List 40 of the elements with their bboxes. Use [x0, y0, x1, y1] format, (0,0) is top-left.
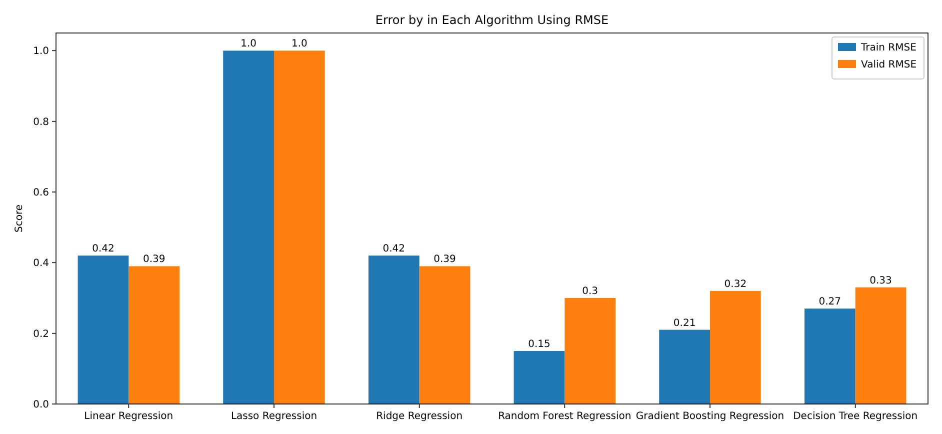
bar	[710, 290, 761, 404]
legend-label: Valid RMSE	[861, 60, 917, 70]
bar	[659, 330, 710, 404]
data-label: 0.27	[818, 296, 842, 308]
data-label: 1.0	[291, 38, 308, 50]
data-label: 0.32	[724, 278, 747, 290]
data-label: 0.42	[92, 244, 114, 255]
x-tick-label: Linear Regression	[84, 411, 174, 422]
data-label: 0.21	[673, 318, 696, 329]
data-label: 0.15	[528, 339, 550, 350]
y-tick-label: 0.0	[33, 400, 49, 410]
bar	[274, 50, 325, 404]
x-tick-label: Lasso Regression	[230, 411, 318, 422]
y-tick-label: 0.6	[33, 188, 49, 198]
data-label: 0.39	[142, 254, 166, 266]
data-label: 0.3	[582, 286, 598, 297]
y-tick-label: 1.0	[33, 46, 49, 58]
bar	[564, 298, 616, 404]
legend-label: Train RMSE	[860, 42, 916, 54]
bar	[804, 308, 856, 404]
data-label: 0.42	[382, 244, 406, 255]
bar	[514, 351, 565, 404]
bar	[128, 266, 180, 404]
x-tick-label: Ridge Regression	[376, 411, 463, 422]
x-tick-label: Random Forest Regression	[498, 411, 632, 422]
y-tick-label: 0.8	[33, 116, 49, 128]
bar	[223, 50, 274, 404]
data-label: 0.39	[434, 254, 456, 266]
bar	[855, 287, 906, 404]
data-label: 0.33	[870, 275, 892, 286]
bar	[419, 266, 470, 404]
bar	[78, 256, 129, 404]
chart-title: Error by in Each Algorithm Using RMSE	[375, 13, 609, 27]
x-tick-label: Gradient Boosting Regression	[636, 411, 784, 422]
y-tick-label: 0.2	[33, 328, 49, 340]
y-axis-title: Score	[14, 204, 25, 233]
y-tick-label: 0.4	[33, 258, 49, 270]
x-tick-label: Decision Tree Regression	[793, 411, 918, 422]
bar	[368, 256, 420, 404]
data-label: 1.0	[240, 38, 257, 50]
